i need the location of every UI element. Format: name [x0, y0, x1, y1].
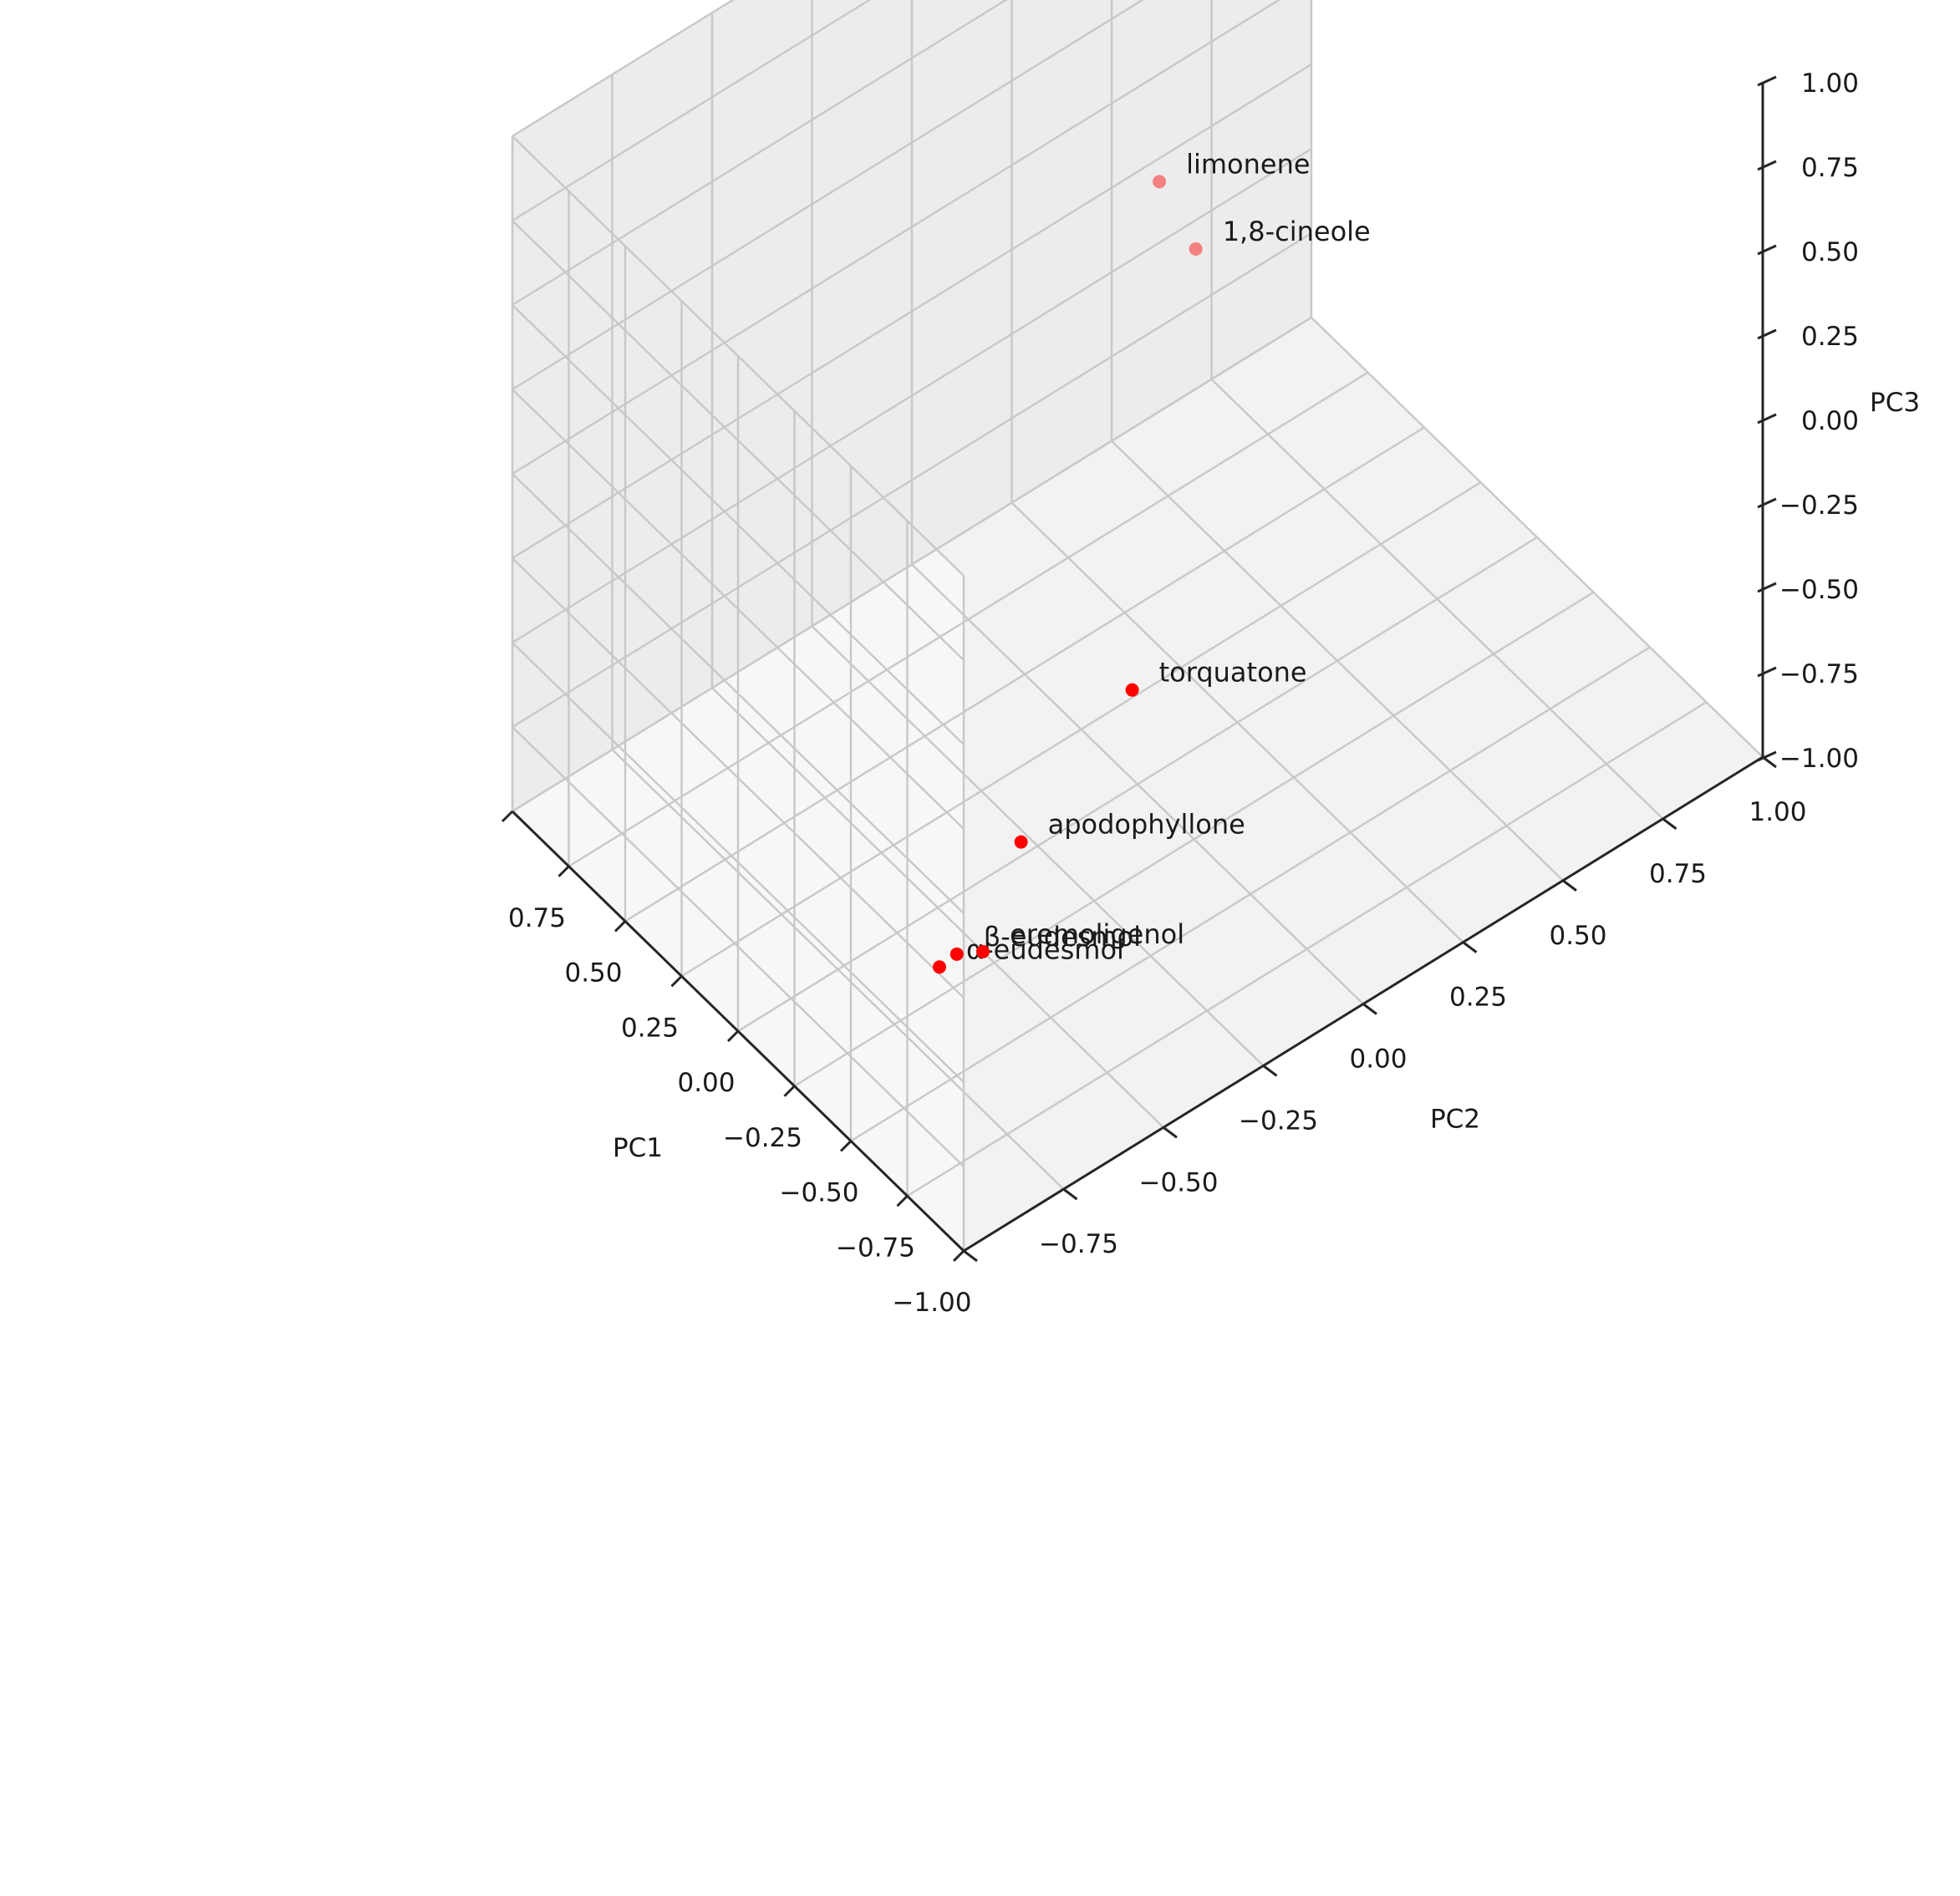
- x-tick-label: −0.50: [780, 1178, 859, 1208]
- y-tick-label: 0.50: [1549, 921, 1606, 951]
- z-tick-label: 0.00: [1801, 406, 1859, 436]
- x-tick-label: −0.25: [723, 1123, 802, 1153]
- z-tick-label: −1.00: [1779, 744, 1859, 774]
- data-point: [1189, 241, 1203, 256]
- z-tick-mark: [1757, 497, 1777, 509]
- data-point: [976, 944, 990, 958]
- y-tick-label: 0.00: [1349, 1045, 1407, 1075]
- y-tick-mark: [1362, 1003, 1377, 1015]
- y-tick-mark: [1462, 941, 1478, 953]
- z-tick-label: 0.50: [1801, 237, 1859, 267]
- data-point-label: torquatone: [1159, 657, 1307, 689]
- x-tick-label: 0.50: [564, 958, 622, 989]
- data-point-label: α-eudesmol: [966, 933, 1124, 965]
- right-wall-gridline-z: [512, 0, 1145, 391]
- floor-gridline-y: [1111, 440, 1564, 882]
- z-tick-mark: [1757, 582, 1777, 593]
- x-tick-label: 0.25: [621, 1013, 679, 1043]
- y-tick-mark: [1562, 879, 1577, 892]
- z-axis-label: PC3: [1870, 388, 1920, 418]
- y-tick-label: −0.75: [1039, 1229, 1118, 1259]
- x-tick-mark: [613, 920, 627, 933]
- y-tick-label: 0.75: [1649, 859, 1707, 889]
- y-tick-label: 0.25: [1449, 983, 1507, 1013]
- z-tick-mark: [1757, 160, 1777, 171]
- left-wall-gridline-z: [512, 220, 965, 661]
- data-point: [933, 960, 946, 974]
- y-tick-mark: [1062, 1187, 1078, 1201]
- z-tick-mark: [1757, 413, 1777, 424]
- x-tick-mark: [670, 975, 683, 988]
- floor-gridline-x: [680, 481, 1482, 978]
- data-point: [1153, 175, 1167, 189]
- data-point: [949, 947, 964, 961]
- x-tick-label: 0.75: [508, 903, 566, 933]
- data-point-label: limonene: [1186, 148, 1310, 180]
- x-tick-mark: [501, 810, 514, 823]
- z-tick-mark: [1757, 75, 1777, 87]
- z-tick-mark: [1757, 244, 1777, 256]
- left-wall-gridline-z: [512, 389, 965, 830]
- z-tick-label: 0.25: [1801, 322, 1859, 352]
- floor-gridline-x: [624, 426, 1425, 923]
- right-wall-gridline-z: [512, 0, 872, 222]
- z-tick-mark: [1757, 666, 1777, 678]
- right-wall-gridline-z: [512, 0, 1008, 307]
- floor-gridline-y: [1210, 379, 1664, 820]
- left-wall-gridline-z: [512, 135, 965, 577]
- floor-gridline-y: [911, 563, 1364, 1005]
- floor-gridline-y: [1011, 501, 1464, 943]
- x-tick-mark: [726, 1029, 740, 1043]
- z-tick-label: 0.75: [1801, 153, 1859, 183]
- data-point-label: apodophyllone: [1048, 809, 1245, 841]
- z-tick-label: −0.25: [1779, 491, 1859, 521]
- y-tick-mark: [1163, 1126, 1178, 1139]
- y-axis-label: PC2: [1430, 1105, 1480, 1135]
- axis-titles: PC1 PC2 PC3: [613, 388, 1920, 1163]
- right-wall-gridline-z: [512, 0, 735, 138]
- x-tick-mark: [783, 1085, 796, 1097]
- left-wall-gridline-z: [512, 473, 965, 914]
- z-tick-label: −0.75: [1779, 659, 1859, 689]
- y-tick-mark: [1262, 1065, 1278, 1077]
- z-tick-label: −0.50: [1779, 575, 1859, 605]
- floor-gridline-y: [1311, 317, 1764, 758]
- x-tick-mark: [839, 1140, 853, 1152]
- data-points: torquatone apodophyllone α-eudesmolβ-eudes…: [933, 148, 1371, 974]
- y-tick-mark: [963, 1249, 978, 1263]
- data-point: [1014, 835, 1028, 849]
- tick-marks-and-labels: −1.00 −0.75 −0.50 −0.25 0.00 0.25 0.50 0.75 −0.7…: [501, 69, 1859, 1318]
- x-tick-mark: [557, 865, 570, 877]
- y-tick-label: 1.00: [1749, 797, 1806, 827]
- y-tick-mark: [1662, 817, 1677, 831]
- z-tick-mark: [1757, 328, 1777, 340]
- y-tick-label: −0.25: [1239, 1106, 1318, 1136]
- x-tick-label: −0.75: [836, 1233, 915, 1263]
- floor-gridline-x: [512, 316, 1312, 813]
- floor-gridline-x: [568, 371, 1369, 867]
- data-point-label: 1,8-cineole: [1223, 216, 1371, 247]
- x-tick-mark: [952, 1249, 965, 1263]
- y-tick-mark: [1762, 755, 1777, 769]
- data-point-label: eremoligenol: [1010, 918, 1184, 950]
- x-tick-mark: [896, 1195, 909, 1207]
- left-wall-gridline-z: [512, 304, 965, 745]
- z-tick-label: 1.00: [1801, 69, 1859, 99]
- data-point: [1125, 683, 1139, 697]
- data-point-label: β-eudesmol: [984, 921, 1141, 953]
- x-axis-label: PC1: [613, 1133, 663, 1163]
- right-wall-gridline-z: [512, 0, 1281, 475]
- y-tick-label: −0.50: [1139, 1167, 1219, 1197]
- x-tick-label: −1.00: [893, 1288, 972, 1318]
- x-tick-label: 0.00: [677, 1068, 735, 1098]
- z-tick-mark: [1757, 750, 1777, 762]
